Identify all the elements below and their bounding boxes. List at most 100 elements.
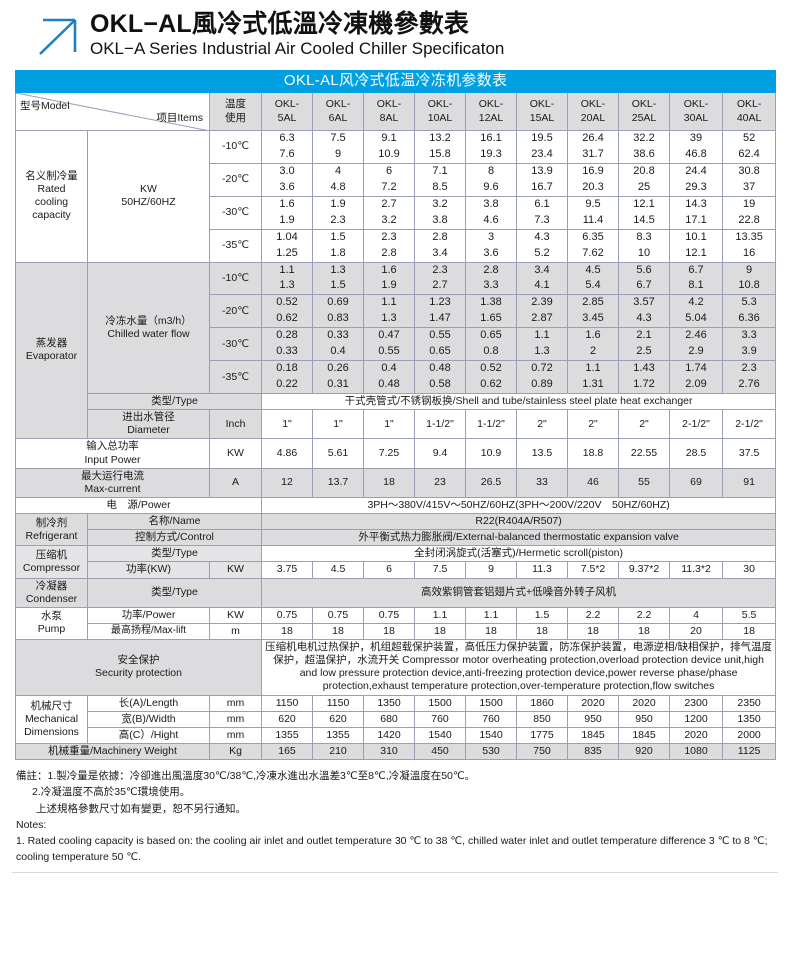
max-current-cell: 12 <box>261 467 313 498</box>
security-text-en: Compressor motor overheating protection,… <box>299 654 764 693</box>
temp-usage-header: 温度 使用 <box>209 92 262 131</box>
dimension-unit: mm <box>209 694 262 712</box>
dimension-row-height: 高(C）/Hight mm 1355 1355 1420 1540 1540 1… <box>16 726 777 744</box>
cooling-cell: 6 7.2 <box>363 162 415 197</box>
input-power-cell: 5.61 <box>312 438 364 469</box>
evap-cell: 6.7 8.1 <box>669 261 723 296</box>
dimension-cell: 1150 <box>312 694 364 712</box>
section-label-evaporator: 蒸发器 Evaporator <box>15 261 88 440</box>
compressor-power-cell: 7.5*2 <box>567 561 619 579</box>
input-power-cell: 22.55 <box>618 438 670 469</box>
security-text-cn: 压缩机电机过热保护，机组超载保护装置，高低压力保护装置，防冻保护装置，电源逆相/… <box>265 641 773 667</box>
compressor-power-cell: 11.3 <box>516 561 568 579</box>
cooling-cell: 1.6 1.9 <box>261 195 313 230</box>
diameter-cell: 1" <box>312 409 364 440</box>
note-cn-2: 2.冷凝溫度不高於35℃環境使用。 <box>32 786 191 799</box>
section-label-condenser: 冷凝器 Condenser <box>15 577 88 608</box>
pump-power-cell: 1.1 <box>465 606 517 624</box>
dimension-cell: 2020 <box>618 694 670 712</box>
cooling-cell: 14.3 17.1 <box>669 195 723 230</box>
item-label-cooling-unit: KW 50HZ/60HZ <box>87 130 210 263</box>
input-power-cell: 18.8 <box>567 438 619 469</box>
dimension-cell: 2020 <box>567 694 619 712</box>
cooling-cell: 8.3 10 <box>618 228 670 263</box>
diameter-cell: 1" <box>363 409 415 440</box>
dimension-row-length: 机械尺寸 Mechanical Dimensions 长(A)/Length mm … <box>15 694 777 744</box>
weight-cell: 750 <box>516 742 568 761</box>
diameter-cell: 1" <box>261 409 313 440</box>
compressor-power-cell: 9.37*2 <box>618 561 670 579</box>
input-power-row: 输入总功率 Input Power KW 4.86 5.61 7.25 9.4 1… <box>15 438 777 469</box>
compressor-type-value: 全封闭涡旋式(活塞式)/Hermetic scroll(piston) <box>260 545 777 563</box>
cooling-cell: 19.5 23.4 <box>516 130 568 164</box>
evaporator-type-value: 干式壳管式/不锈钢板换/Shell and tube/stainless ste… <box>260 392 777 411</box>
pump-power-cell: 2.2 <box>567 606 619 624</box>
dimension-cell: 620 <box>261 710 313 728</box>
pump-lift-unit: m <box>209 622 262 641</box>
condenser-row: 冷凝器 Condenser 类型/Type 高效紫铜管套铝翅片式+低噪音外转子风机 <box>15 577 777 608</box>
model-header-8al: OKL- 8AL <box>363 92 415 131</box>
weight-cell: 165 <box>261 742 313 761</box>
temp-label: -30℃ <box>209 327 262 362</box>
cooling-cell: 2.7 3.2 <box>363 195 415 230</box>
pump-power-cell: 1.5 <box>516 606 568 624</box>
cooling-cell: 19 22.8 <box>721 195 777 230</box>
cooling-row--30: -30℃ 1.6 1.9 1.9 2.3 2.7 3.2 3.2 3.8 3.8 4.6 … <box>16 195 777 230</box>
dimension-name: 长(A)/Length <box>87 694 210 712</box>
power-supply-value: 3PH～380V/415V～50HZ/60HZ(3PH～200V/220V 50… <box>260 496 777 515</box>
cooling-cell: 3.8 4.6 <box>465 195 517 230</box>
dimension-cell: 1540 <box>465 726 517 744</box>
compressor-power-cell: 11.3*2 <box>669 561 723 579</box>
diameter-cell: 2" <box>516 409 568 440</box>
power-supply-label: 电 源/Power <box>15 496 262 515</box>
evap-cell: 1.3 1.5 <box>312 261 364 296</box>
spec-table-wrap: OKL-AL风冷式低温冷冻机参数表 型号Model 项目Items 温度 使用 O… <box>0 70 790 761</box>
dimension-cell: 680 <box>363 710 415 728</box>
max-current-label: 最大运行电流 Max-current <box>15 467 210 498</box>
max-current-cell: 26.5 <box>465 467 517 498</box>
evap-row--35: -35℃ 0.18 0.22 0.26 0.31 0.4 0.48 0.48 0.58 … <box>16 360 777 394</box>
pump-lift-label: 最高扬程/Max-lift <box>87 622 210 641</box>
compressor-power-row: 功率(KW) KW 3.75 4.5 6 7.5 9 11.3 7.5*2 9.… <box>16 561 777 579</box>
model-header-25al: OKL- 25AL <box>618 92 670 131</box>
evap-cell: 2.3 2.7 <box>414 261 466 296</box>
temp-label: -10℃ <box>209 130 262 164</box>
cooling-cell: 1.04 1.25 <box>261 228 313 263</box>
diameter-cell: 2-1/2" <box>721 409 777 440</box>
refrigerant-control-row: 控制方式/Control 外平衡式热力膨胀阀/External-balanced… <box>16 529 777 547</box>
pump-power-label: 功率/Power <box>87 606 210 624</box>
model-header-12al: OKL- 12AL <box>465 92 517 131</box>
evap-row--20: -20℃ 0.52 0.62 0.69 0.83 1.1 1.3 1.23 1.47 1… <box>16 294 777 329</box>
compressor-power-label: 功率(KW) <box>87 561 210 579</box>
max-current-cell: 46 <box>567 467 619 498</box>
evap-cell: 1.23 1.47 <box>414 294 466 329</box>
evap-cell: 4.5 5.4 <box>567 261 619 296</box>
dimension-cell: 1845 <box>567 726 619 744</box>
pump-lift-cell: 18 <box>312 622 364 641</box>
evap-cell: 2.85 3.45 <box>567 294 619 329</box>
dimension-name: 宽(B)/Width <box>87 710 210 728</box>
dimension-cell: 1355 <box>261 726 313 744</box>
evap-cell: 0.65 0.8 <box>465 327 517 362</box>
note-cn-1: 備註：1.製冷量是依據：冷卻進出風溫度30℃/38℃,冷凍水進出水溫差3℃至8℃… <box>16 770 476 782</box>
cooling-cell: 7.5 9 <box>312 130 364 164</box>
dimension-cell: 1775 <box>516 726 568 744</box>
cooling-cell: 10.1 12.1 <box>669 228 723 263</box>
max-current-cell: 55 <box>618 467 670 498</box>
note-cn-3: 上述規格參數尺寸如有變更，恕不另行通知。 <box>36 802 246 815</box>
model-header-30al: OKL- 30AL <box>669 92 723 131</box>
section-label-dimensions: 机械尺寸 Mechanical Dimensions <box>15 694 88 744</box>
table-banner: OKL-AL风冷式低温冷冻机参数表 <box>14 70 777 93</box>
evap-cell: 1.6 1.9 <box>363 261 415 296</box>
evap-cell: 2.39 2.87 <box>516 294 568 329</box>
input-power-label: 输入总功率 Input Power <box>15 438 210 469</box>
evap-cell: 1.43 1.72 <box>618 360 670 394</box>
specification-table: OKL-AL风冷式低温冷冻机参数表 型号Model 项目Items 温度 使用 O… <box>14 70 777 761</box>
input-power-cell: 13.5 <box>516 438 568 469</box>
evap-cell: 0.26 0.31 <box>312 360 364 394</box>
max-current-cell: 91 <box>721 467 777 498</box>
cooling-row--20: -20℃ 3.0 3.6 4 4.8 6 7.2 7.1 8.5 8 9.6 13.9 16… <box>16 162 777 197</box>
dimension-unit: mm <box>209 710 262 728</box>
cooling-cell: 9.1 10.9 <box>363 130 415 164</box>
item-label-chilled-water-flow: 冷冻水量（m3/h） Chilled water flow <box>87 261 210 394</box>
